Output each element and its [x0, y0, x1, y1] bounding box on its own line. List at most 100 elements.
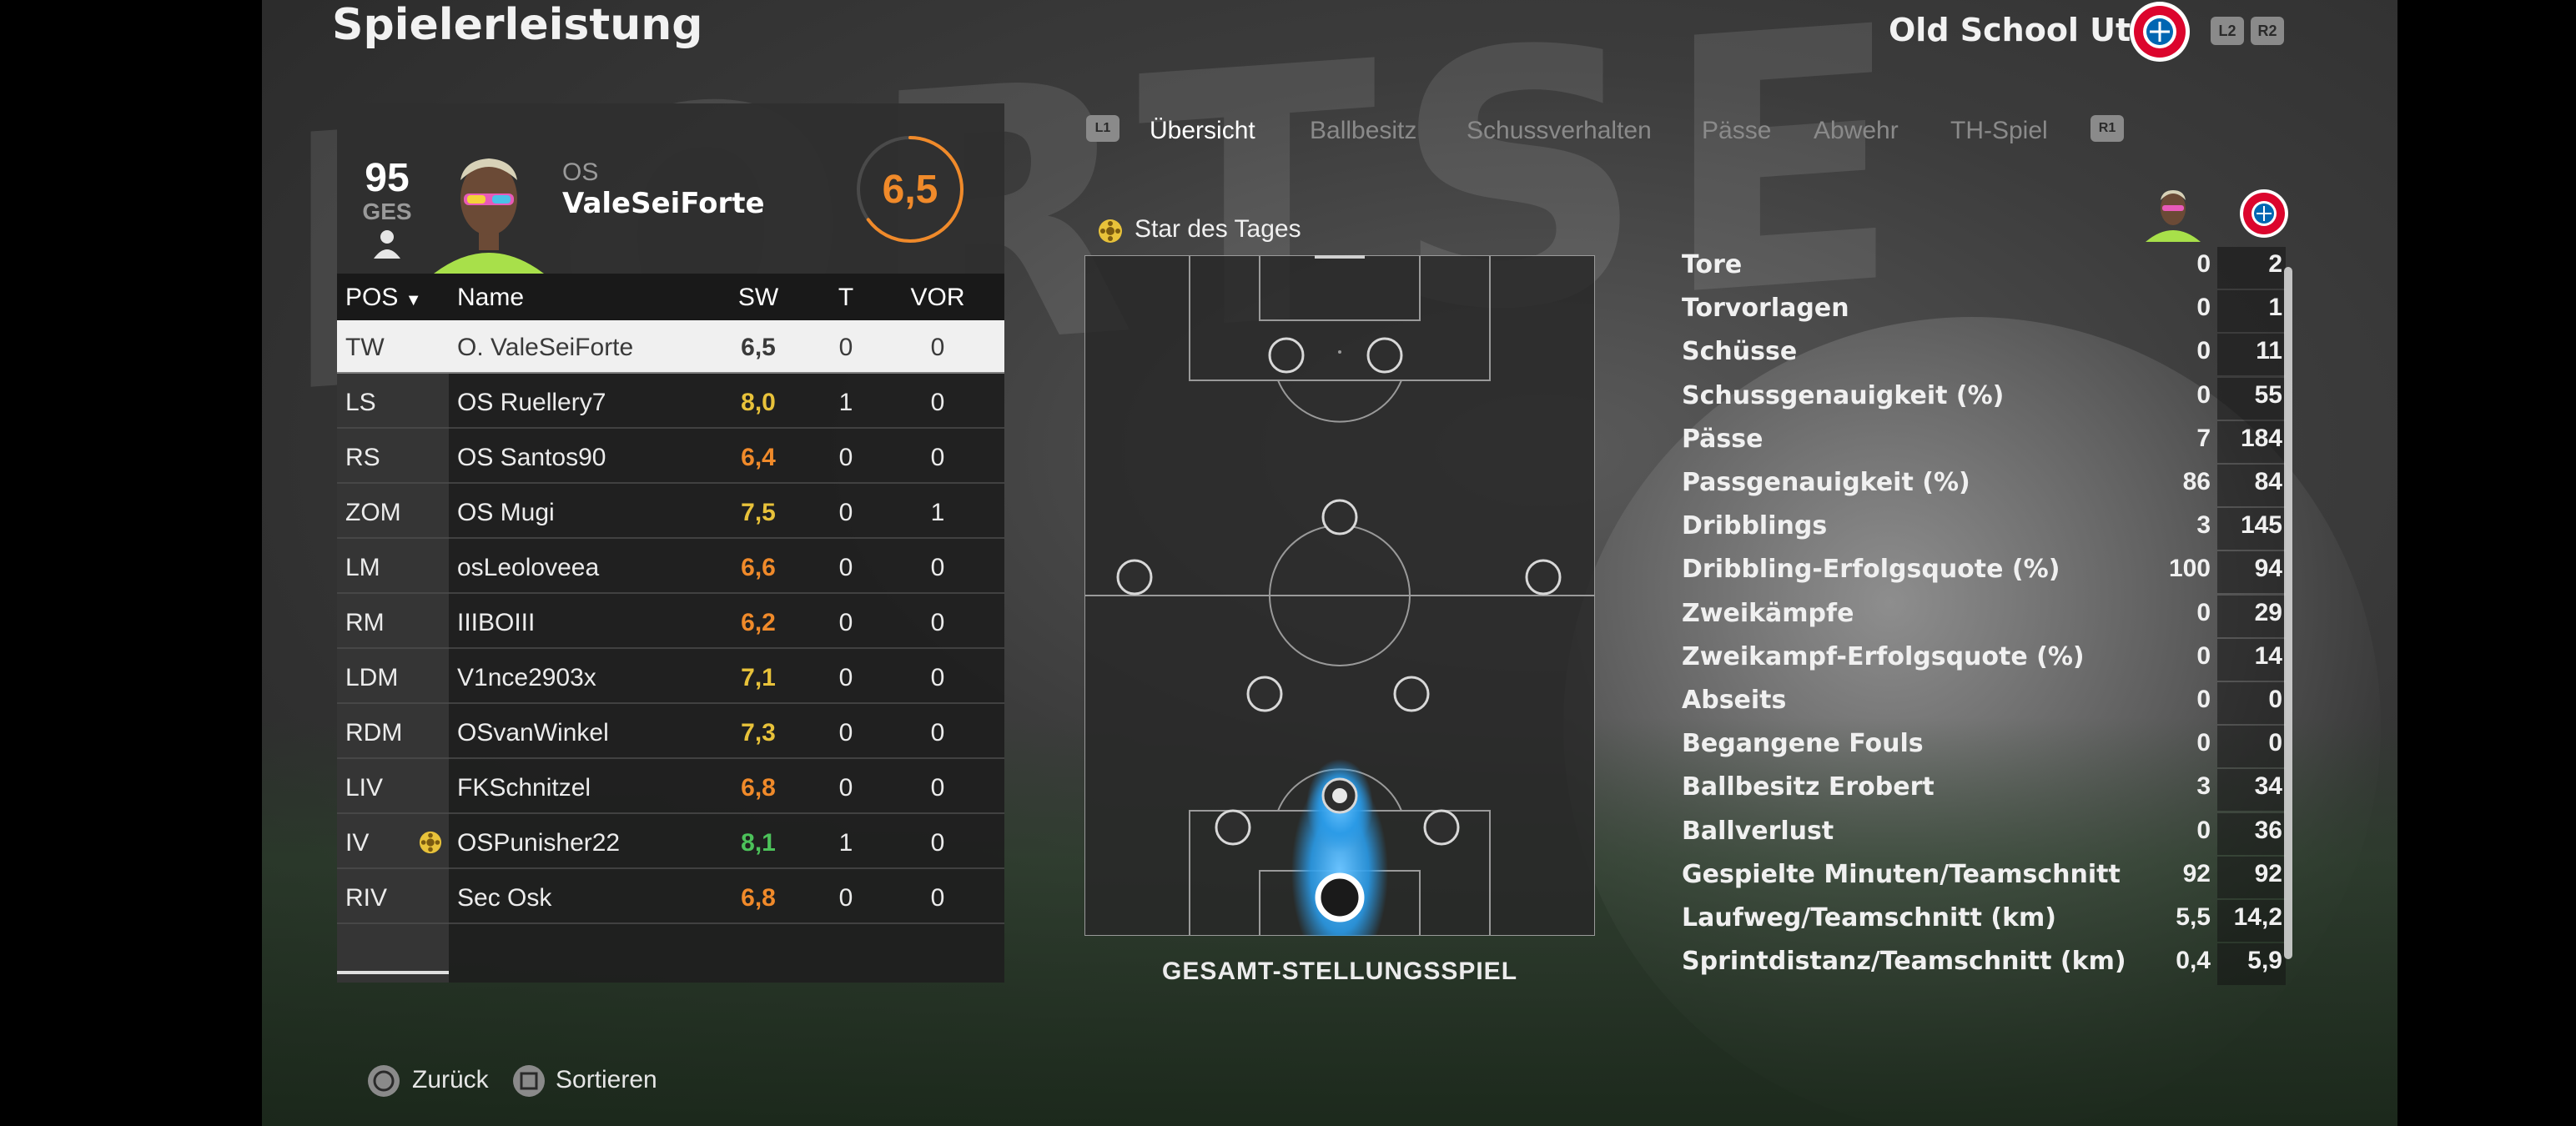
- row-rating: 6,6: [741, 554, 776, 581]
- stat-team-cell: [2217, 420, 2286, 463]
- column-pos-sort[interactable]: POS ▼: [345, 284, 422, 311]
- back-label[interactable]: Zurück: [412, 1066, 489, 1093]
- player-position-marker: [1215, 809, 1251, 846]
- stat-label: Laufweg/Teamschnitt (km): [1682, 903, 2056, 932]
- table-row[interactable]: RIV Sec Osk 6,8 0 0: [337, 871, 1004, 924]
- stat-team-cell: [2217, 465, 2286, 506]
- row-assists: 0: [930, 719, 945, 746]
- stat-team-value: 36: [2254, 816, 2282, 844]
- stats-scrollbar[interactable]: [2284, 267, 2292, 959]
- game-screen: PORTSE Spielerleistung Old School Utd L2…: [262, 0, 2397, 1126]
- player-position-marker: [1393, 676, 1430, 712]
- row-assists: 1: [930, 499, 945, 526]
- sort-label[interactable]: Sortieren: [556, 1066, 657, 1093]
- stat-label: Ballbesitz Erobert: [1682, 772, 1935, 802]
- column-t[interactable]: T: [838, 284, 854, 311]
- club-name: Old School Utd: [1889, 12, 2154, 48]
- person-icon: [374, 230, 400, 259]
- stat-label: Schussgenauigkeit (%): [1682, 380, 2005, 410]
- match-rating-ring: [857, 136, 963, 243]
- stat-player-value: 7: [2196, 424, 2211, 452]
- position-column-underline: [337, 971, 449, 974]
- stat-team-value: 94: [2254, 555, 2282, 583]
- stat-label: Passgenauigkeit (%): [1682, 468, 1970, 497]
- table-row[interactable]: ZOM OS Mugi 7,5 0 1: [337, 485, 1004, 539]
- table-row[interactable]: LDM V1nce2903x 7,1 0 0: [337, 651, 1004, 704]
- r1-button-hint[interactable]: R1: [2090, 115, 2124, 142]
- stat-team-value: 14: [2254, 641, 2282, 670]
- row-player-name: Sec Osk: [457, 884, 552, 912]
- table-row[interactable]: RM IIIBOIII 6,2 0 0: [337, 596, 1004, 649]
- club-crest-icon: [2130, 2, 2190, 62]
- row-assists: 0: [930, 334, 945, 361]
- stat-row: Dribblings 3 145: [1682, 508, 2286, 555]
- stat-team-cell: [2217, 508, 2286, 550]
- stat-row: Abseits 0 0: [1682, 682, 2286, 729]
- match-rating-value: 6,5: [882, 168, 938, 212]
- stat-player-value: 0: [2196, 294, 2211, 322]
- row-assists: 0: [930, 444, 945, 471]
- circle-button-icon[interactable]: [367, 1064, 400, 1098]
- table-row[interactable]: LIV FKSchnitzel 6,8 0 0: [337, 761, 1004, 814]
- l1-button-hint[interactable]: L1: [1086, 115, 1119, 142]
- stat-label: Tore: [1682, 250, 1743, 279]
- star-of-match-icon: [419, 831, 442, 854]
- tab-schussverhalten[interactable]: Schussverhalten: [1467, 117, 1652, 144]
- l2-button-hint[interactable]: L2: [2211, 17, 2244, 45]
- row-goals: 0: [838, 664, 853, 691]
- stat-team-value: 145: [2240, 511, 2282, 540]
- stat-player-value: 0: [2196, 729, 2211, 757]
- player-overall: 95: [365, 156, 410, 200]
- row-assists: 0: [930, 884, 945, 912]
- stat-team-value: 2: [2268, 250, 2282, 278]
- row-position: LS: [345, 389, 376, 416]
- stat-row: Zweikampf-Erfolgsquote (%) 0 14: [1682, 638, 2286, 686]
- table-row[interactable]: LS OS Ruellery7 8,0 1 0: [337, 375, 1004, 429]
- row-goals: 0: [838, 444, 853, 471]
- stat-player-value: 0: [2196, 641, 2211, 670]
- stat-team-cell: [2217, 943, 2286, 986]
- row-rating: 7,3: [741, 719, 776, 746]
- square-button-icon[interactable]: [512, 1064, 546, 1098]
- stat-row: Dribbling-Erfolgsquote (%) 100 94: [1682, 551, 2286, 598]
- table-row[interactable]: LM osLeoloveea 6,6 0 0: [337, 540, 1004, 594]
- stat-label: Schüsse: [1682, 337, 1798, 367]
- tab-abwehr[interactable]: Abwehr: [1814, 117, 1899, 144]
- tab-th-spiel[interactable]: TH-Spiel: [1950, 117, 2048, 144]
- column-sw[interactable]: SW: [737, 284, 779, 311]
- row-position: RDM: [345, 719, 403, 746]
- table-row[interactable]: RS OS Santos90 6,4 0 0: [337, 430, 1004, 484]
- row-goals: 0: [838, 554, 853, 581]
- stat-row: Ballbesitz Erobert 3 34: [1682, 769, 2286, 816]
- sort-down-icon: ▼: [405, 291, 422, 309]
- stat-team-cell: [2217, 551, 2286, 594]
- stat-label: Zweikampf-Erfolgsquote (%): [1682, 641, 2085, 671]
- tab-paesse[interactable]: Pässe: [1702, 117, 1772, 144]
- stat-player-value: 3: [2196, 511, 2211, 540]
- stat-team-value: 0: [2268, 686, 2282, 713]
- stat-player-value: 100: [2168, 555, 2211, 583]
- stat-team-value: 92: [2254, 859, 2282, 887]
- tab-uebersicht[interactable]: Übersicht: [1150, 117, 1255, 144]
- row-player-name: OSvanWinkel: [457, 719, 609, 746]
- stat-row: Schussgenauigkeit (%) 0 55: [1682, 377, 2286, 425]
- r2-button-hint[interactable]: R2: [2251, 17, 2284, 45]
- column-name[interactable]: Name: [457, 284, 525, 311]
- tab-ballbesitz[interactable]: Ballbesitz: [1310, 117, 1417, 144]
- row-assists: 0: [930, 389, 945, 416]
- column-vor[interactable]: VOR: [910, 284, 965, 311]
- stat-player-value: 0: [2196, 337, 2211, 365]
- stat-label: Dribblings: [1682, 511, 1828, 541]
- table-row[interactable]: TW O. ValeSeiForte 6,5 0 0: [337, 320, 1004, 374]
- row-rating: 6,4: [741, 444, 776, 471]
- row-goals: 1: [838, 389, 853, 416]
- player-avatar-icon: [2146, 190, 2201, 242]
- table-row[interactable]: RDM OSvanWinkel 7,3 0 0: [337, 706, 1004, 759]
- player-name: ValeSeiForte: [562, 187, 765, 220]
- player-position-marker: [1525, 559, 1562, 596]
- ball-icon: [1332, 788, 1347, 803]
- stat-player-value: 5,5: [2176, 903, 2211, 931]
- table-row[interactable]: IV OSPunisher22 8,1 1 0: [337, 816, 1004, 869]
- stat-row: Schüsse 0 11: [1682, 334, 2286, 380]
- overall-label: GES: [362, 199, 412, 224]
